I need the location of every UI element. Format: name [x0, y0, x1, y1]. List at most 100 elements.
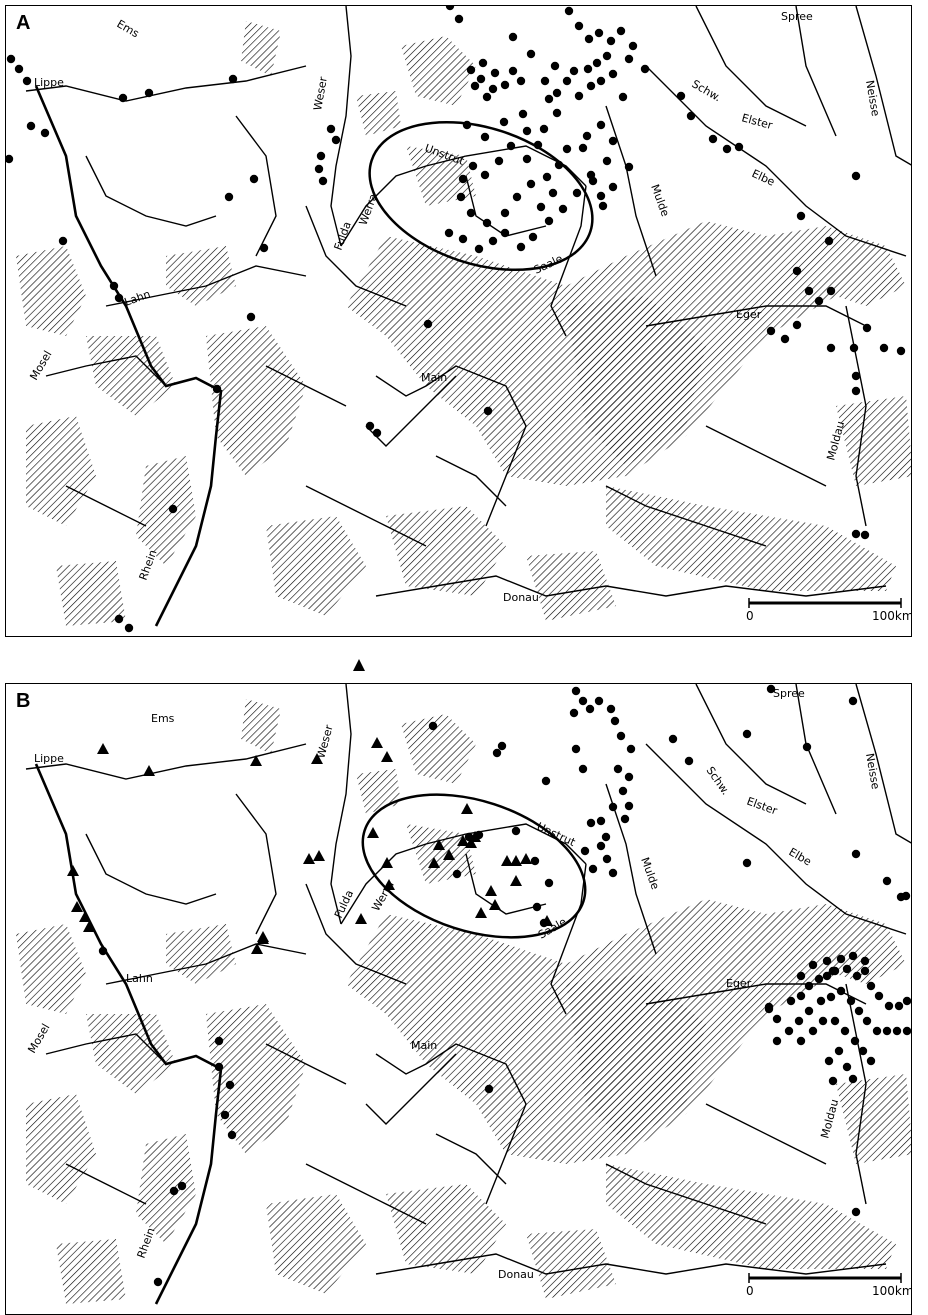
find-site-circle: [860, 530, 870, 540]
find-site-circle: [490, 68, 500, 78]
find-site-circle: [626, 744, 636, 754]
find-site-circle: [826, 286, 836, 296]
river-label-moldau: Moldau: [818, 1098, 841, 1140]
find-site-circle: [608, 69, 618, 79]
scale-end: 100km: [872, 1284, 912, 1298]
map-panel-b: Ems Lippe Weser Spree Neisse Schw. Elste…: [5, 683, 912, 1315]
find-site-circle: [500, 208, 510, 218]
river-label-schw: Schw.: [704, 764, 733, 797]
find-site-circle: [684, 756, 694, 766]
find-site-triangle: [457, 835, 469, 846]
find-site-circle: [620, 814, 630, 824]
find-site-circle: [784, 1026, 794, 1036]
find-site-circle: [22, 76, 32, 86]
find-site-circle: [246, 312, 256, 322]
find-site-triangle: [251, 943, 263, 954]
find-site-circle: [901, 891, 911, 901]
find-site-circle: [458, 234, 468, 244]
river-label-donau: Donau: [498, 1268, 534, 1281]
find-site-circle: [764, 1002, 774, 1012]
find-site-triangle: [381, 751, 393, 762]
find-site-circle: [552, 88, 562, 98]
find-site-circle: [365, 421, 375, 431]
find-site-circle: [796, 991, 806, 1001]
river-label-ems: Ems: [115, 17, 142, 40]
find-site-circle: [6, 54, 16, 64]
river-label-elbe: Elbe: [787, 845, 814, 868]
river-label-rhein: Rhein: [135, 1226, 158, 1260]
find-site-circle: [860, 956, 870, 966]
find-site-circle: [862, 323, 872, 333]
find-site-circle: [541, 776, 551, 786]
find-site-circle: [814, 296, 824, 306]
find-site-circle: [606, 704, 616, 714]
find-site-triangle: [541, 915, 553, 926]
find-site-circle: [516, 242, 526, 252]
find-site-circle: [508, 66, 518, 76]
find-site-circle: [571, 744, 581, 754]
find-site-circle: [796, 1036, 806, 1046]
find-site-circle: [484, 1084, 494, 1094]
find-site-circle: [124, 623, 134, 633]
find-site-circle: [772, 1014, 782, 1024]
find-site-circle: [518, 109, 528, 119]
find-site-circle: [511, 826, 521, 836]
find-site-circle: [826, 343, 836, 353]
find-site-circle: [834, 1046, 844, 1056]
river-label-mosel: Mosel: [27, 348, 54, 382]
find-site-circle: [548, 188, 558, 198]
find-site-circle: [902, 996, 911, 1006]
river-label-saale: Saale: [536, 915, 569, 942]
find-site-triangle: [461, 803, 473, 814]
find-site-circle: [588, 176, 598, 186]
find-site-triangle: [383, 879, 395, 890]
find-site-circle: [314, 164, 324, 174]
find-site-circle: [596, 191, 606, 201]
find-site-circle: [572, 188, 582, 198]
find-site-circle: [468, 161, 478, 171]
find-site-circle: [482, 92, 492, 102]
find-site-circle: [526, 179, 536, 189]
find-site-circle: [550, 61, 560, 71]
find-site-circle: [225, 1080, 235, 1090]
find-site-circle: [722, 144, 732, 154]
river-label-eger: Eger: [726, 977, 752, 990]
find-site-circle: [624, 772, 634, 782]
find-site-circle: [851, 1207, 861, 1217]
find-site-circle: [836, 986, 846, 996]
rivers: [25, 684, 911, 1305]
scale-start: 0: [746, 609, 754, 623]
find-site-circle: [564, 6, 574, 16]
find-site-circle: [608, 802, 618, 812]
river-label-elster: Elster: [740, 111, 774, 132]
find-site-triangle: [83, 921, 95, 932]
find-site-circle: [894, 1001, 904, 1011]
river-label-weser: Weser: [311, 75, 330, 111]
find-site-circle: [668, 734, 678, 744]
find-site-circle: [826, 992, 836, 1002]
find-site-circle: [456, 192, 466, 202]
find-site-circle: [616, 26, 626, 36]
find-site-circle: [508, 32, 518, 42]
river-label-mulde: Mulde: [638, 856, 662, 892]
find-site-circle: [796, 211, 806, 221]
find-site-circle: [840, 1026, 850, 1036]
find-site-circle: [780, 334, 790, 344]
river-label-lahn: Lahn: [123, 287, 153, 308]
find-site-circle: [676, 91, 686, 101]
study-area-ellipse: [368, 120, 594, 272]
river-label-saale: Saale: [532, 252, 565, 277]
find-site-circle: [808, 960, 818, 970]
find-site-circle: [618, 786, 628, 796]
find-site-circle: [596, 120, 606, 130]
find-site-circle: [578, 143, 588, 153]
find-site-circle: [571, 686, 581, 696]
find-site-circle: [445, 6, 455, 11]
find-site-triangle: [510, 875, 522, 886]
find-site-circle: [168, 504, 178, 514]
find-site-circle: [474, 244, 484, 254]
river-label-rhein: Rhein: [137, 548, 160, 582]
panel-label-b: B: [14, 690, 33, 712]
find-site-circle: [583, 64, 593, 74]
find-site-circle: [480, 170, 490, 180]
